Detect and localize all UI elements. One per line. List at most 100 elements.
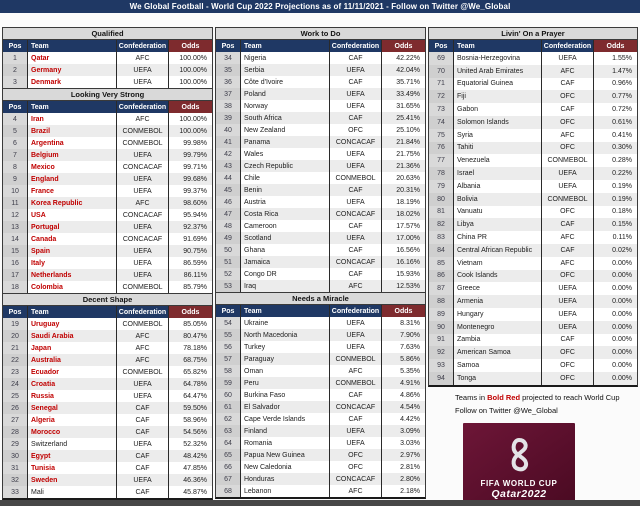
pos-cell: 13 bbox=[3, 221, 28, 233]
team-cell: Iraq bbox=[241, 280, 330, 292]
pos-cell: 6 bbox=[3, 137, 28, 149]
confederation-cell: UEFA bbox=[117, 474, 169, 486]
table-row: 20 Saudi Arabia AFC 80.47% bbox=[3, 330, 212, 342]
odds-cell: 4.42% bbox=[400, 415, 420, 423]
confederation-cell: UEFA bbox=[117, 438, 169, 450]
odds-cell: 0.28% bbox=[612, 157, 632, 165]
pos-cell: 83 bbox=[429, 231, 454, 244]
odds-cell: 0.11% bbox=[612, 234, 632, 242]
odds-cell: 0.19% bbox=[612, 182, 632, 190]
odds-cell: 99.68% bbox=[183, 175, 207, 183]
confederation-cell: CONMEBOL bbox=[117, 281, 169, 293]
twitter-note: Follow on Twitter @We_Global bbox=[455, 405, 558, 415]
table-row: 62 Cape Verde Islands CAF 4.42% bbox=[216, 413, 425, 425]
table-row: 88 Armenia UEFA 0.00% bbox=[429, 295, 637, 308]
pos-cell: 10 bbox=[3, 185, 28, 197]
col-header-odds: Odds bbox=[169, 306, 212, 318]
table-row: 86 Cook Islands OFC 0.00% bbox=[429, 269, 637, 283]
table-row: 82 Libya CAF 0.15% bbox=[429, 218, 637, 232]
table-row: 27 Algeria CAF 58.96% bbox=[3, 414, 212, 426]
pos-cell: 89 bbox=[429, 307, 454, 321]
odds-cell: 65.82% bbox=[183, 368, 207, 376]
table-row: 61 El Salvador CONCACAF 4.54% bbox=[216, 401, 425, 413]
odds-cell: 54.56% bbox=[183, 428, 207, 436]
pos-cell: 21 bbox=[3, 342, 28, 354]
odds-cell: 4.54% bbox=[400, 403, 420, 411]
table-row: 69 Bosnia-Herzegovina UEFA 1.55% bbox=[429, 52, 637, 65]
table-row: 47 Costa Rica CONCACAF 18.02% bbox=[216, 208, 425, 220]
section-title: Qualified bbox=[3, 28, 212, 40]
odds-cell: 100.00% bbox=[179, 54, 207, 62]
odds-cell: 0.00% bbox=[612, 310, 632, 318]
team-cell: Morocco bbox=[28, 426, 117, 438]
team-cell: Italy bbox=[28, 257, 117, 269]
table-row: 54 Ukraine UEFA 8.31% bbox=[216, 317, 425, 329]
team-cell: Ghana bbox=[241, 244, 330, 256]
odds-cell: 59.50% bbox=[183, 404, 207, 412]
table-row: 35 Serbia UEFA 42.04% bbox=[216, 64, 425, 76]
odds-cell: 0.22% bbox=[612, 170, 632, 178]
confederation-cell: OFC bbox=[330, 461, 382, 473]
table-row: 48 Cameroon CAF 17.57% bbox=[216, 220, 425, 232]
team-cell: Paraguay bbox=[241, 353, 330, 365]
table-row: 38 Norway UEFA 31.65% bbox=[216, 100, 425, 112]
table-row: 57 Paraguay CONMEBOL 5.86% bbox=[216, 353, 425, 365]
pos-cell: 5 bbox=[3, 125, 28, 137]
legend-notes: Teams in Bold Red projected to reach Wor… bbox=[428, 391, 638, 417]
pos-cell: 35 bbox=[216, 64, 241, 76]
table-row: 83 China PR AFC 0.11% bbox=[429, 231, 637, 244]
team-cell: Costa Rica bbox=[241, 208, 330, 220]
confederation-cell: CONCACAF bbox=[117, 209, 169, 221]
odds-cell: 46.36% bbox=[183, 476, 207, 484]
team-cell: New Caledonia bbox=[241, 461, 330, 473]
confederation-cell: CONMEBOL bbox=[330, 377, 382, 389]
confederation-cell: AFC bbox=[117, 330, 169, 342]
team-cell: Chile bbox=[241, 172, 330, 184]
odds-cell: 7.63% bbox=[400, 343, 420, 351]
odds-cell: 21.84% bbox=[396, 138, 420, 146]
confederation-cell: CAF bbox=[330, 184, 382, 196]
confederation-cell: CONCACAF bbox=[330, 401, 382, 413]
team-cell: Cameroon bbox=[241, 220, 330, 232]
pos-cell: 32 bbox=[3, 474, 28, 486]
table-row: 58 Oman AFC 5.35% bbox=[216, 365, 425, 377]
team-cell: England bbox=[28, 173, 117, 185]
table-row: 70 United Arab Emirates AFC 1.47% bbox=[429, 64, 637, 78]
odds-cell: 5.35% bbox=[400, 367, 420, 375]
table-row: 63 Finland UEFA 3.09% bbox=[216, 425, 425, 437]
pos-cell: 81 bbox=[429, 205, 454, 219]
table-row: 16 Italy UEFA 86.59% bbox=[3, 257, 212, 269]
team-cell: Montenegro bbox=[454, 320, 542, 334]
column-middle: Work to Do Pos Team Confederation Odds 34 Nige… bbox=[215, 27, 426, 499]
pos-cell: 1 bbox=[3, 52, 28, 64]
confederation-cell: UEFA bbox=[330, 425, 382, 437]
odds-cell: 0.77% bbox=[612, 93, 632, 101]
confederation-cell: AFC bbox=[117, 354, 169, 366]
table-row: 67 Honduras CONCACAF 2.80% bbox=[216, 473, 425, 485]
confederation-cell: CONCACAF bbox=[330, 136, 382, 148]
team-cell: Solomon Islands bbox=[454, 115, 542, 129]
confederation-cell: CAF bbox=[542, 333, 594, 347]
confederation-cell: OFC bbox=[542, 141, 594, 155]
pos-cell: 67 bbox=[216, 473, 241, 485]
odds-cell: 80.47% bbox=[183, 332, 207, 340]
confederation-cell: UEFA bbox=[117, 257, 169, 269]
section-0: Qualified Pos Team Confederation Odds 1 Qatar A… bbox=[2, 27, 213, 88]
odds-cell: 86.59% bbox=[183, 259, 207, 267]
pos-cell: 23 bbox=[3, 366, 28, 378]
pos-cell: 28 bbox=[3, 426, 28, 438]
table-row: 51 Jamaica CONCACAF 16.16% bbox=[216, 256, 425, 268]
team-cell: Burkina Faso bbox=[241, 389, 330, 401]
table-row: 15 Spain UEFA 90.75% bbox=[3, 245, 212, 257]
section-2: Decent Shape Pos Team Confederation Odds 19 Ur… bbox=[2, 293, 213, 500]
odds-cell: 98.60% bbox=[183, 199, 207, 207]
pos-cell: 29 bbox=[3, 438, 28, 450]
col-header-odds: Odds bbox=[169, 40, 212, 52]
section-rows: 4 Iran AFC 100.00% 5 Brazil CONMEBOL 100.00% 6 Ar… bbox=[3, 113, 212, 293]
table-row: 36 Côte d'Ivoire CAF 35.71% bbox=[216, 76, 425, 88]
section-1: Looking Very Strong Pos Team Confederation O… bbox=[2, 88, 213, 293]
table-row: 90 Montenegro UEFA 0.00% bbox=[429, 320, 637, 334]
odds-cell: 18.02% bbox=[396, 210, 420, 218]
team-cell: El Salvador bbox=[241, 401, 330, 413]
team-cell: Tahiti bbox=[454, 141, 542, 155]
